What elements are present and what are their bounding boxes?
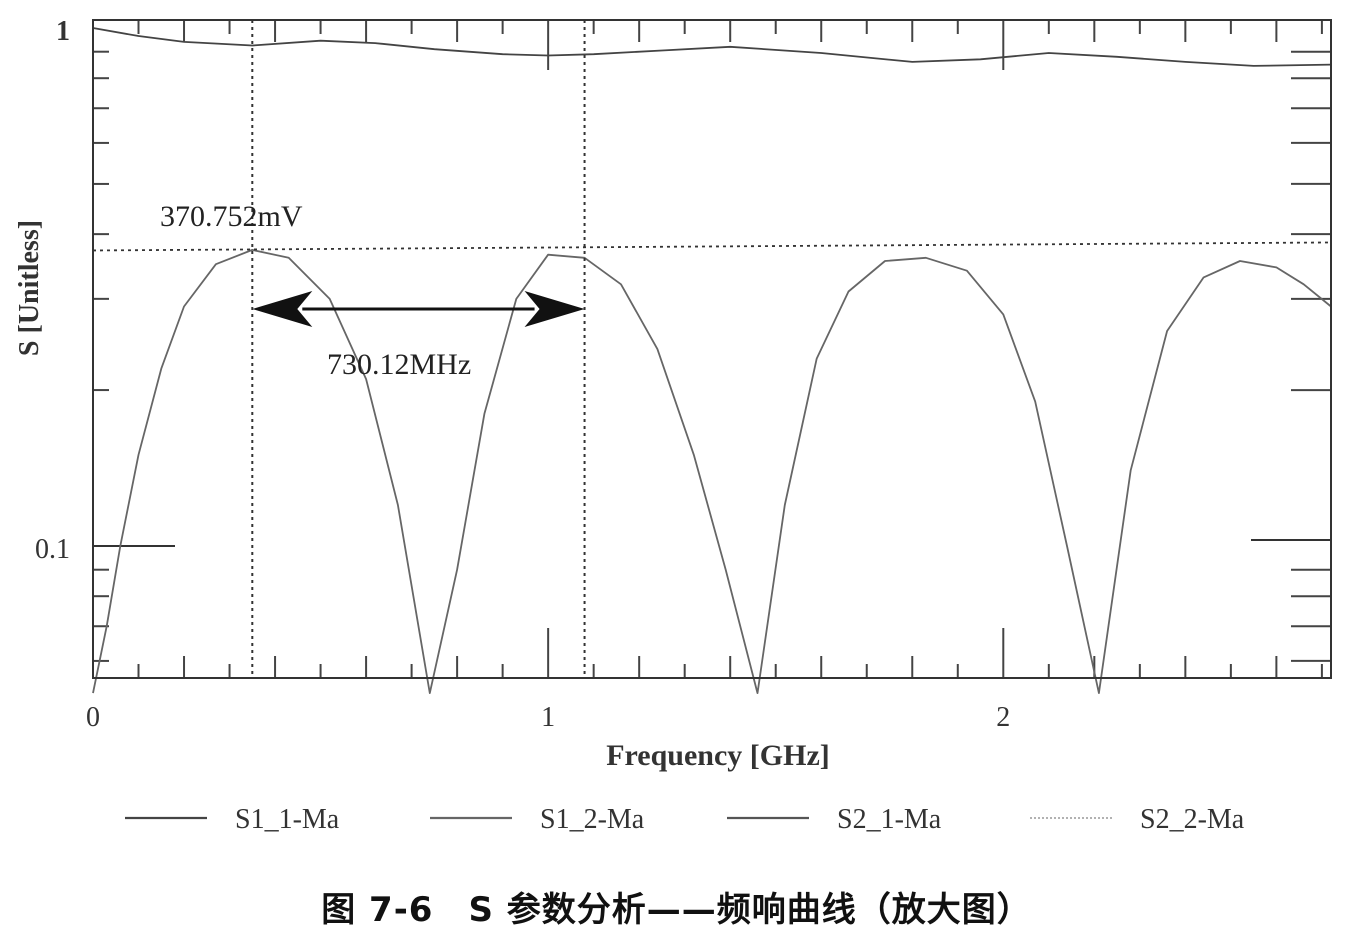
legend-label-3: S2_1-Ma [837, 804, 942, 835]
x-axis-label: Frequency [GHz] [606, 739, 830, 772]
tick-labels: 0 1 2 1 0.1 [35, 16, 1010, 733]
plot-frame [92, 19, 1332, 679]
series-group [92, 27, 1332, 694]
marker-level-line [92, 241, 1332, 252]
legend-label-2: S1_2-Ma [540, 804, 645, 835]
y-axis-label: S [Unitless] [14, 220, 45, 356]
span-arrow-left-head [252, 291, 313, 327]
y-tick-label: 0.1 [35, 534, 70, 565]
x-tick-label: 0 [86, 702, 100, 733]
legend-label-4: S2_2-Ma [1140, 804, 1245, 835]
level-annotation: 370.752mV [160, 200, 303, 233]
figure-caption: 图 7-6 S 参数分析——频响曲线（放大图） [321, 890, 1032, 930]
marker-group [92, 20, 1332, 678]
legend-label-1: S1_1-Ma [235, 804, 340, 835]
series-line-1 [92, 27, 1332, 67]
s-parameter-chart: 0 1 2 1 0.1 370.752mV 730.12MHz Frequency [G… [14, 16, 1332, 835]
span-arrow-right-head [524, 291, 585, 327]
span-annotation: 730.12MHz [327, 348, 471, 381]
series-line-2 [92, 248, 1332, 694]
x-tick-label: 2 [996, 702, 1010, 733]
y-tick-label: 1 [56, 16, 70, 47]
legend: S1_1-Ma S1_2-Ma S2_1-Ma S2_2-Ma [125, 804, 1245, 835]
x-tick-label: 1 [541, 702, 555, 733]
tick-marks [93, 20, 1331, 678]
